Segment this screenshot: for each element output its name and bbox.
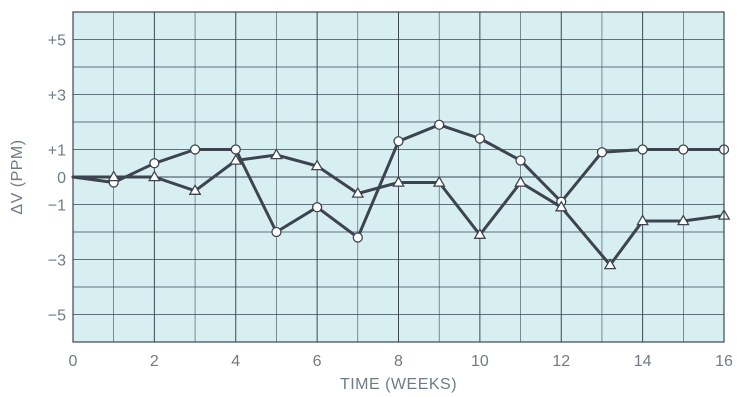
- grid: [73, 12, 724, 342]
- y-tick-label: +3: [48, 88, 66, 105]
- x-tick-label: 14: [634, 353, 652, 370]
- y-tick-label: −3: [48, 253, 66, 270]
- data-point-triangle: [473, 228, 487, 239]
- data-point-circle: [352, 232, 363, 243]
- data-point-circle: [474, 133, 486, 144]
- data-point-triangle: [107, 170, 121, 182]
- data-point-circle: [515, 155, 526, 166]
- y-tick-label: −5: [48, 308, 66, 325]
- data-point-triangle: [603, 258, 617, 270]
- data-point-circle: [637, 144, 648, 155]
- data-point-circle: [393, 136, 404, 147]
- x-tick-label: 16: [715, 353, 733, 370]
- data-point-circle: [596, 147, 608, 158]
- data-point-circle: [311, 202, 323, 213]
- x-tick-labels: 0 2 4 6 8 10 12 14 16: [69, 353, 733, 370]
- x-tick-label: 8: [394, 353, 403, 370]
- series-layer: [71, 119, 731, 270]
- data-point-triangle: [554, 200, 568, 212]
- data-point-triangle: [636, 214, 649, 226]
- y-tick-label: 0: [57, 170, 66, 187]
- plot-border: [72, 11, 725, 343]
- data-point-triangle: [229, 153, 243, 165]
- x-tick-label: 6: [313, 353, 322, 370]
- y-tick-label: +5: [48, 33, 66, 50]
- x-tick-label: 10: [471, 353, 489, 370]
- data-point-triangle: [310, 159, 324, 171]
- data-point-triangle: [392, 175, 405, 187]
- x-tick-label: 4: [231, 353, 240, 370]
- data-point-triangle: [432, 175, 446, 187]
- data-point-triangle: [148, 170, 161, 182]
- data-point-triangle: [351, 186, 365, 198]
- y-tick-label: −1: [48, 198, 66, 215]
- y-tick-label: +1: [48, 143, 66, 160]
- data-point-circle: [149, 158, 160, 169]
- data-point-triangle: [270, 148, 283, 160]
- data-point-triangle: [514, 175, 527, 187]
- x-tick-label: 0: [69, 353, 78, 370]
- data-point-circle: [434, 119, 445, 130]
- x-axis-label: TIME (WEEKS): [340, 376, 457, 393]
- data-point-triangle: [188, 184, 202, 195]
- data-point-circle: [271, 226, 282, 238]
- x-tick-label: 12: [552, 353, 570, 370]
- y-axis-label: ΔV (PPM): [9, 139, 26, 214]
- data-point-circle: [678, 144, 689, 155]
- series-2-triangle: [71, 148, 731, 270]
- y-tick-labels: +5 +3 +1 0 −1 −3 −5: [48, 33, 66, 325]
- x-tick-label: 2: [150, 353, 159, 370]
- data-point-circle: [189, 144, 201, 155]
- data-point-triangle: [676, 214, 690, 226]
- data-point-circle: [230, 144, 241, 155]
